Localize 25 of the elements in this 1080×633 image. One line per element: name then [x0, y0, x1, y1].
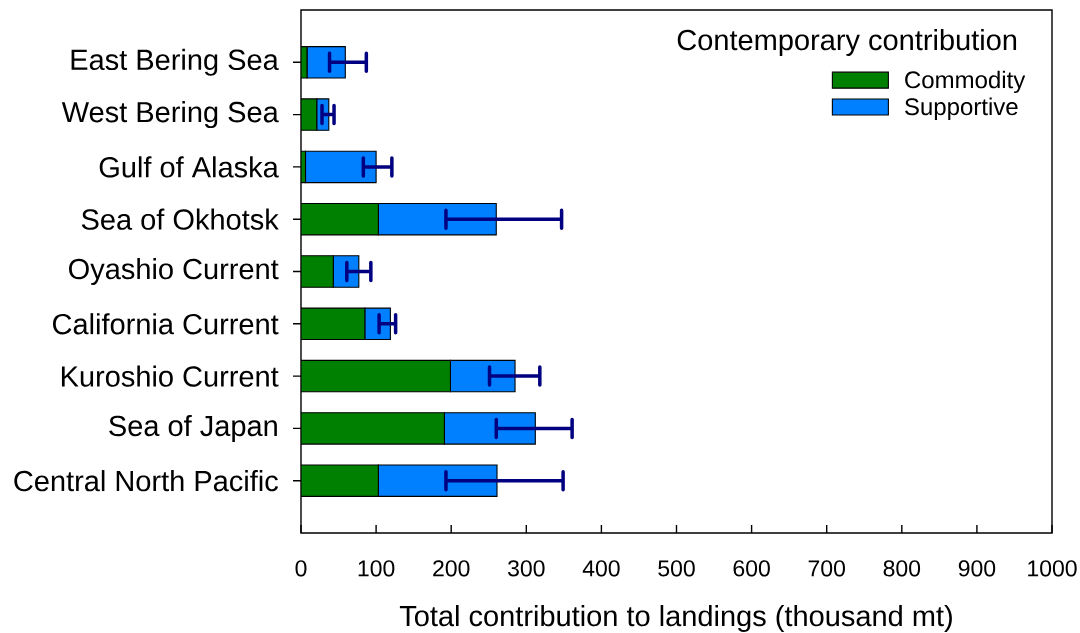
y-tick-label: Gulf of Alaska [99, 156, 279, 178]
y-tick-label: West Bering Sea [61, 101, 279, 129]
x-tick-label: 0 [295, 560, 307, 577]
x-tick-label: 200 [433, 560, 470, 577]
legend-title: Contemporary contribution [677, 29, 1017, 57]
y-tick-label: California Current [53, 313, 279, 335]
x-tick-label: 900 [958, 560, 996, 577]
x-tick-label: 1000 [1028, 560, 1077, 577]
x-tick-label: 700 [808, 560, 845, 577]
x-tick-label: 400 [582, 560, 620, 577]
legend-label: Supportive [905, 97, 1018, 120]
y-tick-label: Sea of Okhotsk [81, 208, 279, 230]
y-tick-label: Oyashio Current [69, 257, 279, 286]
x-tick-label: 500 [658, 560, 695, 577]
x-tick-label: 100 [358, 560, 395, 577]
bar [304, 150, 377, 184]
y-tick-label: Kuroshio Current [61, 365, 279, 387]
y-tick-label: East Bering Sea [71, 48, 279, 76]
x-tick-label: 300 [507, 560, 545, 577]
y-tick-label: Sea of Japan [109, 414, 277, 442]
x-tick-label: 600 [733, 560, 770, 577]
y-tick-label: Central North Pacific [14, 470, 278, 492]
x-axis-title: Total contribution to landings (thousand mt) [399, 604, 952, 633]
legend-label: Commodity [905, 70, 1026, 94]
x-tick-label: 800 [883, 560, 921, 577]
